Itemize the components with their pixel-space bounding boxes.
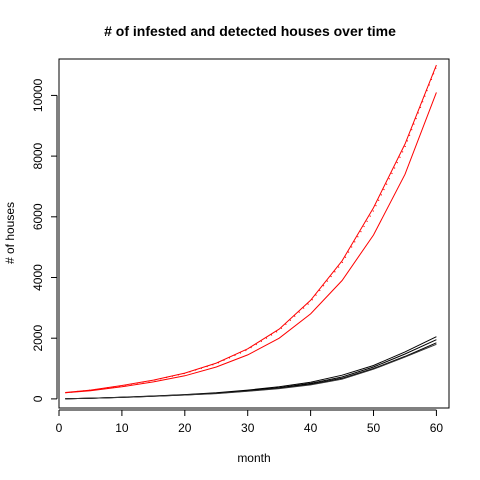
series-layer <box>65 64 437 400</box>
x-axis-label: month <box>237 451 270 465</box>
series-line-2 <box>65 64 437 393</box>
x-tick-label: 0 <box>56 421 63 435</box>
x-tick-label: 20 <box>178 421 192 435</box>
x-axis: 0 10 20 30 40 50 60 <box>56 409 444 435</box>
y-tick-label: 4000 <box>31 264 45 291</box>
x-tick-label: 40 <box>304 421 318 435</box>
x-tick-label: 30 <box>241 421 255 435</box>
y-tick-label: 10000 <box>31 78 45 112</box>
y-axis-label: # of houses <box>3 202 17 264</box>
chart-title: # of infested and detected houses over t… <box>104 23 396 39</box>
series-line-7 <box>65 343 437 400</box>
y-tick-label: 8000 <box>31 142 45 169</box>
x-tick-label: 50 <box>367 421 381 435</box>
series-line-5 <box>65 336 437 400</box>
series-line-1 <box>65 92 437 394</box>
x-tick-label: 10 <box>115 421 129 435</box>
x-tick-label: 60 <box>430 421 444 435</box>
y-tick-label: 2000 <box>31 325 45 352</box>
plot-frame <box>58 58 450 409</box>
y-axis: 0 2000 4000 6000 8000 10000 <box>31 78 58 402</box>
series-line-3 <box>65 66 437 394</box>
y-tick-label: 0 <box>31 395 45 402</box>
y-tick-label: 6000 <box>31 203 45 230</box>
